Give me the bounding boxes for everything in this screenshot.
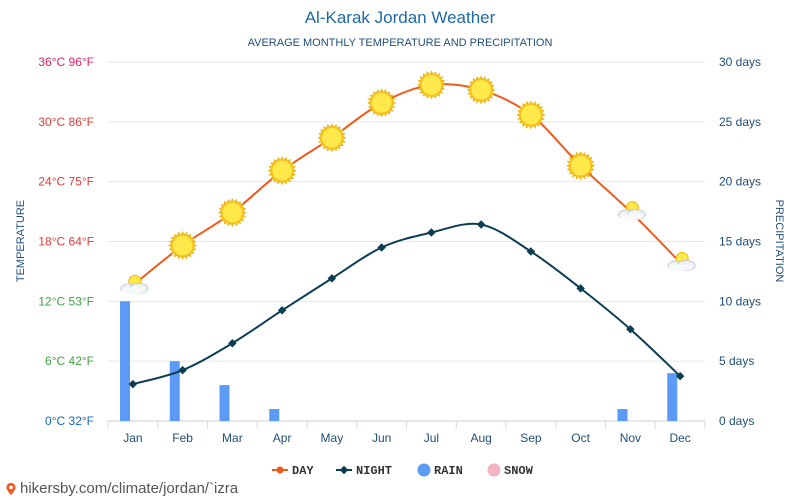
footer-url[interactable]: hikersby.com/climate/jordan/`izra	[20, 480, 239, 497]
sun-icon	[516, 100, 546, 130]
x-tick-label: Mar	[222, 431, 243, 445]
rain-bar	[120, 301, 130, 421]
sun-icon	[466, 75, 496, 105]
sun-icon	[267, 156, 297, 186]
sun-disc	[471, 80, 491, 100]
sun-disc	[570, 155, 591, 176]
rain-bar	[667, 373, 678, 421]
sun-disc	[222, 202, 243, 223]
night-point	[377, 243, 386, 252]
x-tick-label: Apr	[273, 431, 292, 445]
rain-bar	[219, 385, 230, 421]
sun-icon	[566, 151, 596, 181]
night-point	[675, 371, 685, 381]
right-tick-label: 20 days	[719, 175, 761, 189]
night-point	[228, 338, 237, 348]
legend-item-snow: SNOW	[487, 463, 534, 478]
sun-icon	[217, 198, 247, 228]
right-tick-label: 15 days	[719, 235, 761, 249]
sun-icon	[416, 70, 446, 100]
legend-label: SNOW	[504, 464, 534, 478]
precipitation-bars	[120, 301, 678, 421]
sun-disc	[172, 235, 193, 256]
night-point	[427, 228, 436, 237]
rain-bar	[617, 409, 628, 421]
cloud-sun-icon	[120, 274, 149, 294]
legend-label: RAIN	[434, 464, 463, 478]
left-tick-label: 12°C 53°F	[38, 294, 94, 308]
left-tick-label: 0°C 32°F	[45, 414, 94, 428]
legend-swatch-dot	[487, 463, 501, 477]
legend-swatch-marker	[276, 466, 284, 474]
cloud-sun-icon	[617, 201, 646, 221]
legend-item-rain: RAIN	[417, 463, 463, 478]
night-point	[626, 325, 635, 334]
sun-disc	[521, 105, 541, 125]
legend-item-night: NIGHT	[336, 464, 392, 478]
sun-icon	[367, 88, 397, 118]
sun-icon	[168, 230, 198, 261]
cloud-sun-icon	[667, 251, 696, 271]
x-tick-label: Jan	[123, 431, 142, 445]
legend-swatch-marker	[339, 465, 349, 475]
x-tick-label: Jul	[424, 431, 439, 445]
x-tick-label: Oct	[571, 431, 590, 445]
x-tick-label: Aug	[470, 431, 491, 445]
sun-disc	[272, 160, 292, 181]
night-point	[576, 284, 585, 293]
right-axis-label: PRECIPITATION	[773, 200, 785, 283]
legend-label: NIGHT	[356, 464, 392, 478]
x-tick-label: Sep	[520, 431, 542, 445]
rain-bar	[169, 361, 180, 421]
night-temperature-line	[132, 222, 681, 386]
right-tick-label: 0 days	[719, 414, 754, 428]
cloud-base	[619, 213, 644, 221]
legend-item-day: DAY	[272, 464, 314, 478]
left-axis-label: TEMPERATURE	[15, 200, 27, 282]
cloud-base	[669, 263, 694, 271]
x-tick-label: Feb	[172, 431, 193, 445]
night-point	[327, 274, 337, 283]
x-tick-label: Nov	[620, 431, 641, 445]
sun-disc	[322, 127, 342, 148]
left-tick-label: 36°C 96°F	[38, 55, 94, 69]
sun-icon	[317, 123, 347, 153]
x-tick-label: Jun	[372, 431, 391, 445]
right-tick-label: 25 days	[719, 115, 761, 129]
right-tick-label: 30 days	[719, 55, 761, 69]
chart-subtitle: AVERAGE MONTHLY TEMPERATURE AND PRECIPIT…	[248, 37, 553, 49]
weather-icons	[120, 70, 696, 294]
left-tick-label: 30°C 86°F	[38, 115, 94, 129]
night-point	[178, 365, 187, 375]
axis-ticks: 0°C 32°F 6°C 42°F 12°C 53°F 18°C 64°F 24°C 7…	[38, 55, 761, 445]
night-point	[277, 306, 287, 315]
right-tick-label: 5 days	[719, 354, 754, 368]
legend-label: DAY	[292, 464, 314, 478]
right-tick-label: 10 days	[719, 294, 761, 308]
footer[interactable]: hikersby.com/climate/jordan/`izra	[4, 480, 238, 497]
left-tick-label: 6°C 42°F	[45, 354, 94, 368]
location-pin-icon	[6, 482, 16, 495]
day-temperature-line	[132, 83, 681, 287]
chart-title: Al-Karak Jordan Weather	[305, 8, 496, 27]
night-point	[128, 379, 138, 389]
temperature-lines	[128, 83, 685, 389]
sun-disc	[371, 93, 392, 113]
left-tick-label: 24°C 75°F	[38, 175, 94, 189]
x-tick-label: Dec	[669, 431, 690, 445]
gridlines	[107, 61, 706, 429]
legend-swatch-dot	[417, 463, 431, 477]
rain-bar	[269, 409, 280, 421]
left-tick-label: 18°C 64°F	[38, 235, 94, 249]
night-point	[476, 220, 486, 229]
x-tick-label: May	[321, 431, 344, 445]
cloud-base	[121, 286, 146, 294]
legend: DAY NIGHT RAIN SNOW	[272, 463, 534, 478]
sun-disc	[421, 75, 442, 95]
